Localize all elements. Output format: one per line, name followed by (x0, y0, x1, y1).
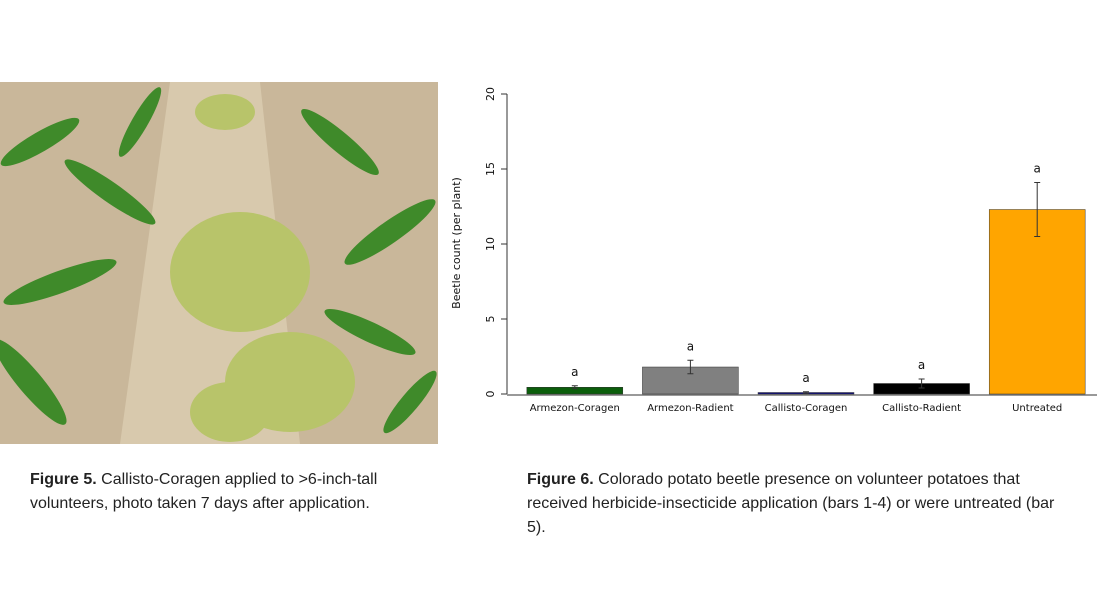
y-tick-label: 0 (484, 391, 497, 398)
bar (988, 209, 1086, 395)
x-tick-label: Armezon-Radient (647, 403, 733, 414)
figure5-caption: Figure 5. Callisto-Coragen applied to >6… (30, 468, 425, 516)
y-tick-label: 5 (484, 316, 497, 323)
y-axis-label: Beetle count (per plant) (450, 177, 463, 309)
error-bar (687, 359, 694, 375)
y-tick-label: 15 (484, 162, 497, 176)
x-tick-label: Callisto-Radient (882, 403, 961, 414)
annotation: a (1034, 162, 1041, 176)
caption-label: Figure 6. (527, 471, 594, 488)
error-bar (571, 385, 578, 390)
annotation: a (802, 371, 809, 385)
y-tick-label: 20 (484, 87, 497, 101)
error-bar (803, 391, 809, 394)
caption-text: Callisto-Coragen applied to >6-inch-tall… (30, 471, 378, 512)
caption-text: Colorado potato beetle presence on volun… (527, 471, 1055, 536)
error-bar (1034, 182, 1041, 237)
annotation: a (687, 339, 694, 353)
figure6-caption: Figure 6. Colorado potato beetle presenc… (527, 468, 1072, 540)
annotation: a (918, 358, 925, 372)
error-bar (918, 378, 925, 389)
annotation: a (571, 365, 578, 379)
field-photo (0, 82, 438, 444)
y-tick-label: 10 (484, 237, 497, 251)
x-tick-label: Untreated (1012, 403, 1062, 414)
caption-label: Figure 5. (30, 471, 97, 488)
chart: Beetle count (per plant) 0 5 10 15 20 a Armezo… (450, 87, 1097, 414)
x-tick-label: Callisto-Coragen (765, 403, 848, 414)
x-tick-label: Armezon-Coragen (530, 403, 620, 414)
